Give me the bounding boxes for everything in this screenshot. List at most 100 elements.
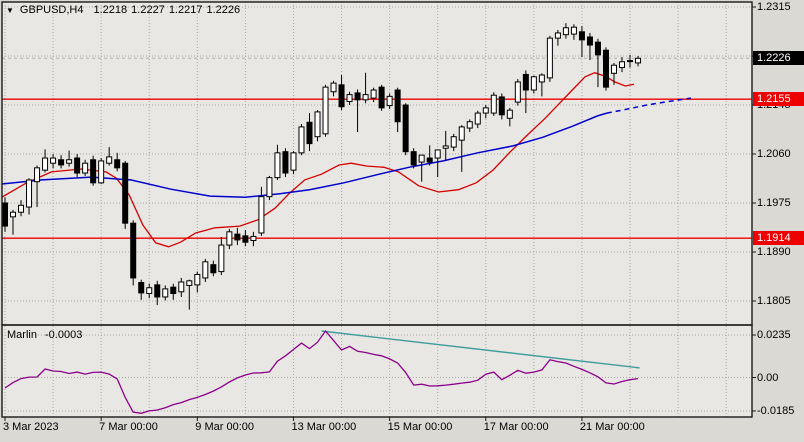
- bear-candle-body: [138, 282, 145, 294]
- bull-candle-body: [362, 94, 369, 101]
- bear-candle-body: [154, 284, 161, 298]
- bull-candle-body: [290, 152, 297, 171]
- bull-candle-body: [370, 89, 377, 99]
- bear-candle-body: [58, 159, 65, 166]
- bear-candle-body: [578, 31, 585, 41]
- time-axis-label: 15 Mar 00:00: [387, 421, 453, 433]
- ohlc-open: 1.2218: [93, 4, 128, 16]
- bear-candle-body: [594, 41, 601, 56]
- ohlc-low: 1.2217: [168, 4, 203, 16]
- bear-candle-body: [378, 86, 385, 109]
- level-price-badge: 1.1914: [753, 231, 804, 246]
- bull-candle-body: [66, 159, 73, 164]
- time-axis-label: 3 Mar 2023: [3, 421, 59, 433]
- bear-candle-body: [394, 89, 401, 123]
- ma-fast-red-line: [1, 72, 635, 248]
- bull-candle-body: [330, 82, 337, 93]
- bull-candle-body: [474, 112, 481, 125]
- indicator-header: Marlin -0.0003: [7, 329, 82, 341]
- bull-candle-body: [322, 86, 329, 135]
- bull-candle-body: [10, 211, 17, 218]
- bull-candle-body: [627, 60, 634, 63]
- current-price-badge: 1.2226: [753, 51, 804, 66]
- time-axis-label: 13 Mar 00:00: [291, 421, 357, 433]
- bull-candle-body: [18, 204, 25, 213]
- bull-candle-body: [218, 244, 225, 273]
- bear-candle-body: [2, 202, 8, 227]
- bull-candle-body: [202, 261, 209, 279]
- bear-candle-body: [282, 151, 289, 174]
- ma-slow-blue-forecast-dashed: [606, 97, 692, 114]
- time-axis-label: 21 Mar 00:00: [579, 421, 645, 433]
- indicator-tick-label: -0.0185: [757, 404, 795, 417]
- bull-candle-body: [50, 157, 57, 164]
- bull-candle-body: [346, 94, 353, 103]
- bull-candle-body: [562, 27, 569, 36]
- level-price-badge: 1.2155: [753, 92, 804, 107]
- bear-candle-body: [426, 157, 433, 163]
- bull-candle-body: [314, 111, 321, 138]
- bull-candle-body: [619, 61, 626, 69]
- bear-candle-body: [114, 159, 121, 169]
- bear-candle-body: [90, 159, 97, 184]
- price-tick-label: 1.1975: [757, 197, 791, 209]
- symbol-dropdown-icon[interactable]: ▼: [6, 5, 14, 15]
- time-axis-label: 7 Mar 00:00: [99, 421, 158, 433]
- bull-candle-body: [298, 126, 305, 154]
- bear-candle-body: [498, 96, 505, 116]
- bull-candle-body: [194, 273, 201, 286]
- ohlc-close: 1.2226: [206, 4, 241, 16]
- bull-candle-body: [98, 160, 105, 184]
- bear-candle-body: [338, 84, 345, 108]
- bull-candle-body: [546, 37, 553, 79]
- bull-candle-body: [442, 145, 449, 149]
- bull-candle-body: [146, 287, 153, 295]
- bull-candle-body: [530, 76, 537, 91]
- bull-candle-body: [258, 196, 265, 234]
- price-tick-label: 1.2060: [757, 148, 791, 160]
- bear-candle-body: [354, 92, 361, 101]
- bull-candle-body: [554, 32, 561, 39]
- bull-candle-body: [538, 74, 545, 83]
- bull-candle-body: [26, 179, 33, 208]
- bear-candle-body: [402, 104, 409, 153]
- bull-candle-body: [250, 235, 257, 241]
- bull-candle-body: [274, 152, 281, 179]
- indicator-tick-label: 0.00: [757, 371, 779, 384]
- bear-candle-body: [242, 235, 249, 243]
- bull-candle-body: [450, 136, 457, 148]
- indicator-plot-border: [1, 324, 753, 418]
- marlin-line: [4, 329, 639, 414]
- bull-candle-body: [82, 162, 89, 174]
- bull-candle-body: [635, 57, 642, 64]
- bull-candle-body: [466, 121, 473, 129]
- bull-candle-body: [34, 167, 41, 183]
- bull-candle-body: [458, 126, 465, 141]
- bull-candle-body: [186, 280, 193, 286]
- bull-candle-body: [418, 154, 425, 163]
- indicator-value: -0.0003: [45, 329, 83, 341]
- bull-candle-body: [514, 81, 521, 103]
- ma-slow-blue-line: [1, 112, 608, 198]
- time-axis-label: 17 Mar 00:00: [483, 421, 549, 433]
- bull-candle-body: [226, 231, 233, 246]
- indicator-tick-label: 0.0235: [757, 329, 791, 341]
- bear-candle-body: [410, 151, 417, 166]
- bull-candle-body: [482, 107, 489, 114]
- bull-candle-body: [610, 64, 617, 74]
- bull-candle-body: [434, 149, 441, 159]
- bear-candle-body: [210, 264, 217, 274]
- time-axis-label: 9 Mar 00:00: [195, 421, 254, 433]
- bull-candle-body: [42, 157, 49, 171]
- bull-candle-body: [266, 177, 273, 198]
- bear-candle-body: [522, 73, 529, 91]
- bear-candle-body: [130, 222, 137, 279]
- symbol-title: GBPUSD,H4: [19, 4, 84, 16]
- bull-candle-body: [106, 156, 113, 164]
- bear-candle-body: [234, 233, 241, 241]
- bull-candle-body: [162, 288, 169, 298]
- price-tick-label: 1.1890: [757, 246, 791, 258]
- ohlc-high: 1.2227: [131, 4, 165, 16]
